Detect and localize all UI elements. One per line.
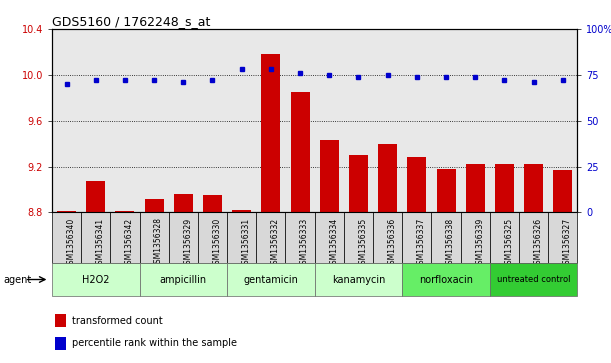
Bar: [52, 212, 81, 263]
Text: GSM1356340: GSM1356340: [67, 217, 76, 269]
Text: kanamycin: kanamycin: [332, 274, 385, 285]
Text: ampicillin: ampicillin: [159, 274, 207, 285]
Text: gentamicin: gentamicin: [243, 274, 298, 285]
Bar: [52, 263, 139, 296]
Bar: [344, 212, 373, 263]
Bar: [408, 158, 426, 363]
Text: GSM1356337: GSM1356337: [417, 217, 426, 269]
Bar: [86, 182, 105, 363]
Bar: [198, 212, 227, 263]
Text: GSM1356331: GSM1356331: [242, 217, 251, 269]
Bar: [320, 140, 338, 363]
Text: GSM1356341: GSM1356341: [96, 217, 104, 269]
Bar: [431, 212, 461, 263]
Text: GSM1356338: GSM1356338: [446, 217, 455, 269]
Bar: [554, 170, 573, 363]
Bar: [466, 164, 485, 363]
Bar: [285, 212, 315, 263]
Text: GSM1356336: GSM1356336: [387, 217, 397, 269]
Text: GSM1356325: GSM1356325: [505, 217, 513, 269]
Bar: [139, 263, 227, 296]
Bar: [55, 314, 67, 327]
Bar: [490, 263, 577, 296]
Bar: [145, 199, 164, 363]
Text: GSM1356329: GSM1356329: [183, 217, 192, 269]
Bar: [232, 210, 251, 363]
Bar: [291, 92, 310, 363]
Bar: [111, 212, 139, 263]
Text: untreated control: untreated control: [497, 275, 570, 284]
Text: H2O2: H2O2: [82, 274, 109, 285]
Text: agent: agent: [3, 274, 31, 285]
Bar: [262, 54, 280, 363]
Text: transformed count: transformed count: [72, 316, 163, 326]
Bar: [57, 211, 76, 363]
Bar: [524, 164, 543, 363]
Bar: [227, 263, 315, 296]
Bar: [139, 212, 169, 263]
Bar: [378, 144, 397, 363]
Bar: [402, 212, 431, 263]
Bar: [115, 211, 134, 363]
Bar: [519, 212, 548, 263]
Bar: [490, 212, 519, 263]
Text: GSM1356326: GSM1356326: [533, 217, 543, 269]
Text: GSM1356339: GSM1356339: [475, 217, 485, 269]
Bar: [461, 212, 490, 263]
Bar: [227, 212, 256, 263]
Bar: [169, 212, 198, 263]
Text: GSM1356327: GSM1356327: [563, 217, 572, 269]
Text: GSM1356342: GSM1356342: [125, 217, 134, 269]
Text: percentile rank within the sample: percentile rank within the sample: [72, 338, 237, 348]
Bar: [373, 212, 402, 263]
Bar: [174, 194, 193, 363]
Text: GDS5160 / 1762248_s_at: GDS5160 / 1762248_s_at: [52, 15, 210, 28]
Bar: [315, 263, 402, 296]
Bar: [55, 337, 67, 350]
Bar: [203, 195, 222, 363]
Text: norfloxacin: norfloxacin: [419, 274, 473, 285]
Text: GSM1356335: GSM1356335: [359, 217, 367, 269]
Bar: [315, 212, 344, 263]
Text: GSM1356332: GSM1356332: [271, 217, 280, 269]
Text: GSM1356333: GSM1356333: [300, 217, 309, 269]
Bar: [548, 212, 577, 263]
Bar: [349, 155, 368, 363]
Text: GSM1356334: GSM1356334: [329, 217, 338, 269]
Bar: [436, 169, 456, 363]
Bar: [256, 212, 285, 263]
Text: GSM1356330: GSM1356330: [213, 217, 222, 269]
Text: GSM1356328: GSM1356328: [154, 217, 163, 268]
Bar: [495, 164, 514, 363]
Bar: [81, 212, 111, 263]
Bar: [402, 263, 490, 296]
